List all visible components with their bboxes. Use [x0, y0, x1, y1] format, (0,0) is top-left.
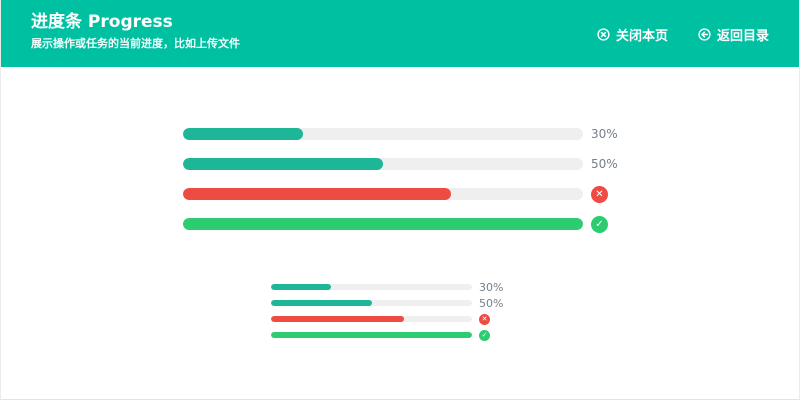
progress-row: ✓	[271, 329, 505, 341]
back-to-index-label: 返回目录	[716, 29, 769, 44]
progress-track	[183, 158, 583, 170]
progress-side: ✕	[479, 313, 505, 325]
progress-track	[271, 300, 472, 306]
progress-fill	[271, 332, 472, 338]
progress-track	[183, 218, 583, 230]
progress-row: 30%	[271, 281, 505, 294]
page-subtitle: 展示操作或任务的当前进度，比如上传文件	[31, 37, 240, 50]
close-page-link[interactable]: 关闭本页	[597, 25, 668, 44]
header-nav: 关闭本页 返回目录	[597, 0, 769, 44]
progress-track	[271, 332, 472, 338]
progress-fill	[183, 128, 303, 140]
progress-label: 30%	[479, 280, 504, 294]
header: 进度条 Progress 展示操作或任务的当前进度，比如上传文件 关闭本页	[1, 0, 799, 67]
progress-track	[271, 284, 472, 290]
progress-side: 30%	[479, 281, 505, 294]
progress-side: 50%	[591, 157, 625, 171]
error-icon: ✕	[591, 185, 608, 203]
progress-label: 50%	[479, 296, 504, 310]
progress-fill	[271, 300, 372, 306]
progress-side: 50%	[479, 297, 505, 310]
progress-track	[183, 128, 583, 140]
progress-side: ✕	[591, 185, 625, 203]
success-icon: ✓	[479, 329, 490, 341]
close-circle-icon	[597, 28, 610, 41]
progress-track	[183, 188, 583, 200]
progress-row: 50%	[271, 297, 505, 310]
progress-side: ✓	[479, 329, 505, 341]
progress-side: 30%	[591, 127, 625, 141]
progress-fill	[271, 284, 332, 290]
back-to-index-link[interactable]: 返回目录	[698, 25, 769, 44]
error-icon: ✕	[479, 313, 490, 325]
progress-row: ✕	[183, 185, 625, 203]
progress-row: ✕	[271, 313, 505, 325]
progress-side: ✓	[591, 215, 625, 233]
back-circle-icon	[698, 28, 711, 41]
progress-label: 30%	[591, 127, 618, 141]
progress-row: ✓	[183, 215, 625, 233]
success-icon: ✓	[591, 215, 608, 233]
progress-fill	[183, 218, 583, 230]
progress-row: 30%	[183, 127, 625, 141]
progress-label: 50%	[591, 157, 618, 171]
progress-track	[271, 316, 472, 322]
page-title: 进度条 Progress	[31, 12, 173, 32]
close-page-label: 关闭本页	[615, 29, 668, 44]
progress-group-small: 30% 50% ✕ ✓	[271, 281, 505, 348]
header-titles: 进度条 Progress 展示操作或任务的当前进度，比如上传文件	[31, 0, 240, 51]
progress-fill	[271, 316, 404, 322]
progress-fill	[183, 188, 451, 200]
progress-fill	[183, 158, 383, 170]
progress-group-large: 30% 50% ✕ ✓	[183, 127, 625, 248]
progress-row: 50%	[183, 157, 625, 171]
